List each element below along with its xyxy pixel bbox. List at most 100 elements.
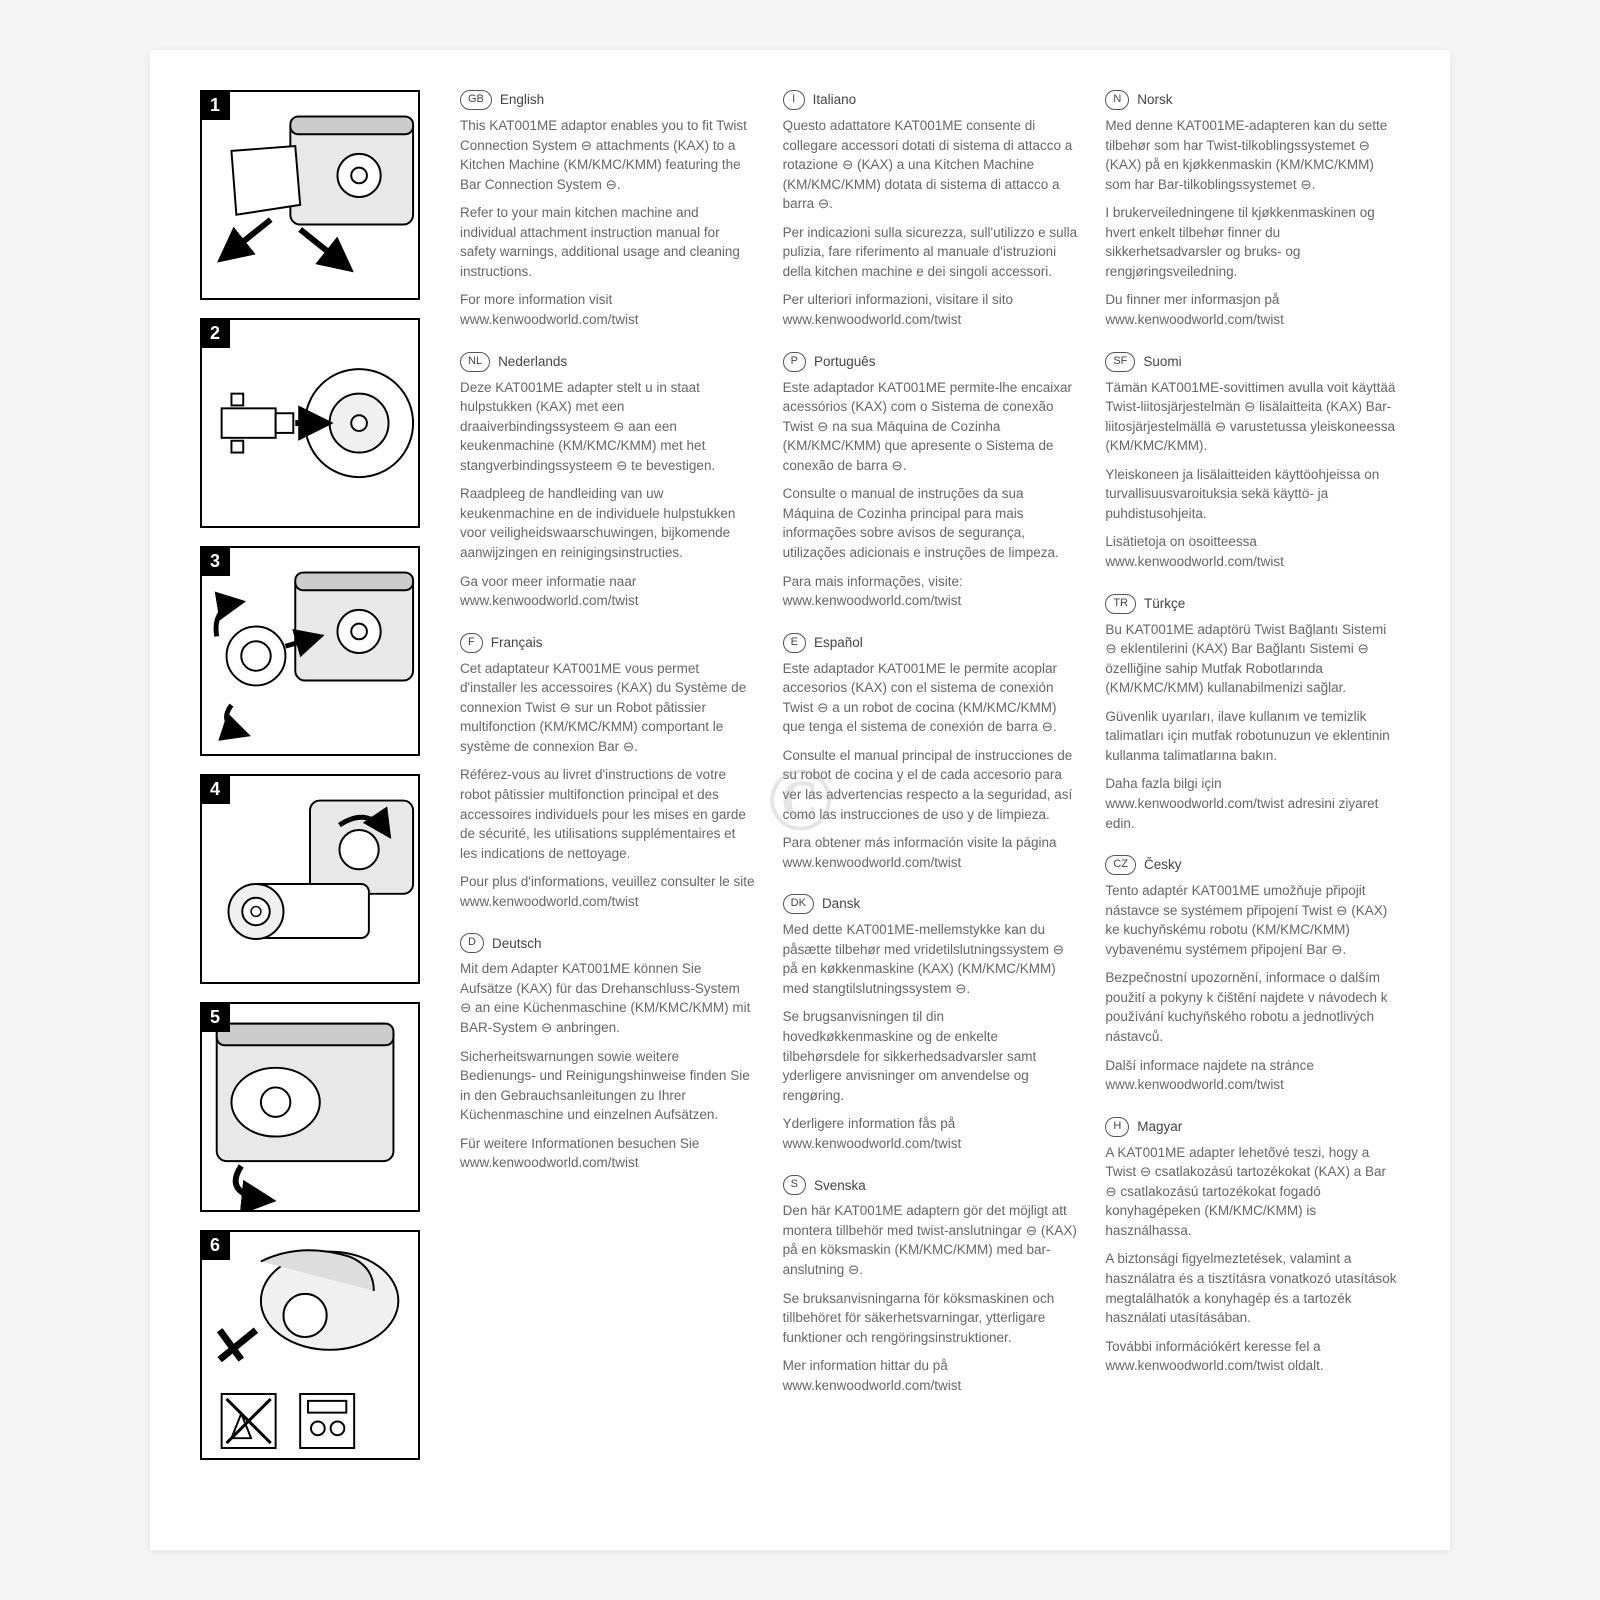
language-name: Português xyxy=(814,352,876,372)
language-name: Česky xyxy=(1144,855,1182,875)
language-code-badge: S xyxy=(783,1175,806,1195)
language-header: IItaliano xyxy=(783,90,1078,110)
language-header: CZČesky xyxy=(1105,855,1400,875)
instruction-paragraph: Mer information hittar du på www.kenwood… xyxy=(783,1356,1078,1395)
step-diagram-1: 1 xyxy=(200,90,420,300)
text-columns: GB English This KAT001ME adaptor enables y… xyxy=(460,90,1400,1510)
diagram-column: 1 2 xyxy=(200,90,430,1510)
language-header: P Português xyxy=(783,352,1078,372)
language-name: Español xyxy=(814,633,863,653)
step-number: 3 xyxy=(200,546,230,576)
instruction-paragraph: Med denne KAT001ME-adapteren kan du sett… xyxy=(1105,116,1400,194)
instruction-paragraph: Med dette KAT001ME-mellemstykke kan du p… xyxy=(783,920,1078,998)
instruction-paragraph: A biztonsági figyelmeztetések, valamint … xyxy=(1105,1249,1400,1327)
instruction-paragraph: Den här KAT001ME adaptern gör det möjlig… xyxy=(783,1201,1078,1279)
language-block-f: F Français Cet adaptateur KAT001ME vous pe… xyxy=(460,633,755,912)
language-header: NNorsk xyxy=(1105,90,1400,110)
language-header: NL Nederlands xyxy=(460,352,755,372)
instruction-paragraph: Mit dem Adapter KAT001ME können Sie Aufs… xyxy=(460,959,755,1037)
language-code-badge: E xyxy=(783,633,806,653)
step-number: 5 xyxy=(200,1002,230,1032)
language-header: DK Dansk xyxy=(783,894,1078,914)
language-name: Suomi xyxy=(1143,352,1181,372)
language-name: Dansk xyxy=(822,894,860,914)
language-block-nl: NL Nederlands Deze KAT001ME adapter stelt … xyxy=(460,352,755,611)
language-code-badge: NL xyxy=(460,352,490,372)
language-block-h: HMagyarA KAT001ME adapter lehetővé teszi… xyxy=(1105,1117,1400,1376)
language-header: F Français xyxy=(460,633,755,653)
instruction-paragraph: Daha fazla bilgi için www.kenwoodworld.c… xyxy=(1105,774,1400,833)
language-name: English xyxy=(500,90,544,110)
instruction-paragraph: Lisätietoja on osoitteessa www.kenwoodwo… xyxy=(1105,532,1400,571)
instruction-paragraph: Refer to your main kitchen machine and i… xyxy=(460,203,755,281)
instruction-paragraph: Yderligere information fås på www.kenwoo… xyxy=(783,1114,1078,1153)
language-header: SF Suomi xyxy=(1105,352,1400,372)
diagram-illustration-5 xyxy=(202,1004,418,1210)
language-code-badge: P xyxy=(783,352,806,372)
instruction-paragraph: Référez-vous au livret d'instructions de… xyxy=(460,765,755,863)
language-code-badge: SF xyxy=(1105,352,1135,372)
instruction-paragraph: Du finner mer informasjon på www.kenwood… xyxy=(1105,290,1400,329)
language-header: TR Türkçe xyxy=(1105,594,1400,614)
language-block-cz: CZČesky Tento adaptér KAT001ME umožňuje p… xyxy=(1105,855,1400,1095)
instruction-paragraph: Für weitere Informationen besuchen Sie w… xyxy=(460,1134,755,1173)
step-number: 6 xyxy=(200,1230,230,1260)
instruction-paragraph: Para mais informações, visite: www.kenwo… xyxy=(783,572,1078,611)
language-name: Nederlands xyxy=(498,352,567,372)
language-header: GB English xyxy=(460,90,755,110)
step-diagram-6: 6 xyxy=(200,1230,420,1460)
language-block-e: EEspañolEste adaptador KAT001ME le permi… xyxy=(783,633,1078,873)
instruction-paragraph: Se brugsanvisningen til din hovedkøkkenm… xyxy=(783,1007,1078,1105)
language-block-dk: DK Dansk Med dette KAT001ME-mellemstykke k… xyxy=(783,894,1078,1153)
language-header: DDeutsch xyxy=(460,933,755,953)
step-diagram-4: 4 xyxy=(200,774,420,984)
instruction-paragraph: Consulte o manual de instruções da sua M… xyxy=(783,484,1078,562)
language-header: E Español xyxy=(783,633,1078,653)
language-name: Français xyxy=(491,633,543,653)
language-code-badge: DK xyxy=(783,894,814,914)
instruction-paragraph: Questo adattatore KAT001ME consente di c… xyxy=(783,116,1078,214)
instruction-paragraph: Cet adaptateur KAT001ME vous permet d'in… xyxy=(460,659,755,757)
step-number: 4 xyxy=(200,774,230,804)
step-diagram-2: 2 xyxy=(200,318,420,528)
language-code-badge: GB xyxy=(460,90,492,110)
instruction-paragraph: Bu KAT001ME adaptörü Twist Bağlantı Sist… xyxy=(1105,620,1400,698)
language-header: S Svenska xyxy=(783,1175,1078,1195)
language-name: Magyar xyxy=(1137,1117,1182,1137)
instruction-paragraph: Deze KAT001ME adapter stelt u in staat h… xyxy=(460,378,755,476)
instruction-paragraph: Ga voor meer informatie naar www.kenwood… xyxy=(460,572,755,611)
language-code-badge: F xyxy=(460,633,483,653)
instruction-paragraph: Tento adaptér KAT001ME umožňuje připojit… xyxy=(1105,881,1400,959)
language-name: Türkçe xyxy=(1144,594,1185,614)
language-name: Italiano xyxy=(813,90,857,110)
diagram-illustration-1 xyxy=(202,92,418,298)
instruction-paragraph: Další informace najdete na stránce www.k… xyxy=(1105,1056,1400,1095)
instruction-paragraph: Para obtener más información visite la p… xyxy=(783,833,1078,872)
instruction-paragraph: Consulte el manual principal de instrucc… xyxy=(783,746,1078,824)
language-block-n: NNorsk Med denne KAT001ME-adapteren kan d… xyxy=(1105,90,1400,330)
step-diagram-3: 3 xyxy=(200,546,420,756)
instruction-paragraph: Se bruksanvisningarna för köksmaskinen o… xyxy=(783,1289,1078,1348)
language-code-badge: H xyxy=(1105,1117,1129,1137)
diagram-illustration-3 xyxy=(202,548,418,754)
diagram-illustration-2 xyxy=(202,320,418,526)
step-number: 2 xyxy=(200,318,230,348)
language-block-tr: TR Türkçe Bu KAT001ME adaptörü Twist Bağla… xyxy=(1105,594,1400,834)
language-block-sf: SF Suomi Tämän KAT001ME-sovittimen avulla … xyxy=(1105,352,1400,572)
language-code-badge: TR xyxy=(1105,594,1136,614)
instruction-paragraph: Bezpečnostní upozornění, informace o dal… xyxy=(1105,968,1400,1046)
instruction-sheet: 1 2 xyxy=(150,50,1450,1550)
language-name: Svenska xyxy=(814,1176,866,1196)
language-code-badge: N xyxy=(1105,90,1129,110)
step-diagram-5: 5 xyxy=(200,1002,420,1212)
instruction-paragraph: Per indicazioni sulla sicurezza, sull'ut… xyxy=(783,223,1078,282)
language-block-p: PPortuguêsEste adaptador KAT001ME permit… xyxy=(783,352,1078,611)
language-name: Deutsch xyxy=(492,934,542,954)
instruction-paragraph: This KAT001ME adaptor enables you to fit… xyxy=(460,116,755,194)
diagram-illustration-6 xyxy=(202,1232,418,1458)
instruction-paragraph: Per ulteriori informazioni, visitare il … xyxy=(783,290,1078,329)
language-block-d: DDeutsch Mit dem Adapter KAT001ME können … xyxy=(460,933,755,1173)
instruction-paragraph: További információkért keresse fel a www… xyxy=(1105,1337,1400,1376)
instruction-paragraph: Tämän KAT001ME-sovittimen avulla voit kä… xyxy=(1105,378,1400,456)
instruction-paragraph: For more information visit www.kenwoodwo… xyxy=(460,290,755,329)
